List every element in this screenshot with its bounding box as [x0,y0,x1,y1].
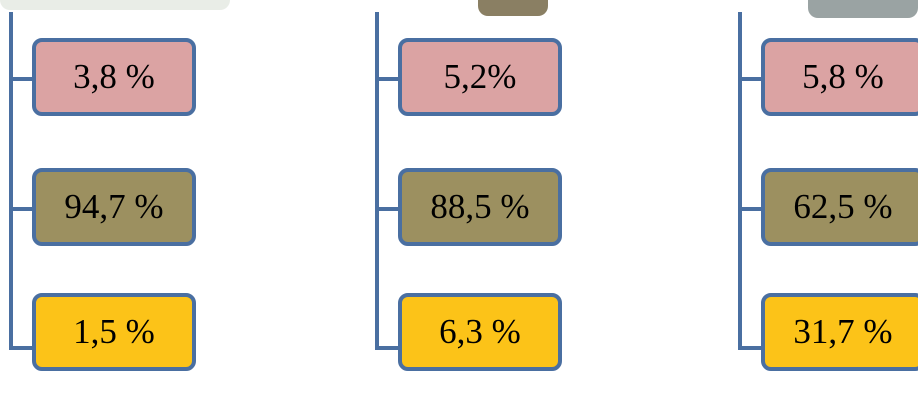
value-box-row3: 31,7 % [761,293,918,371]
connector-branch [738,207,768,211]
connector-branch [738,77,768,81]
value-box-row1: 5,2% [398,38,562,116]
value-box-row1: 3,8 % [32,38,196,116]
value-box-row3: 1,5 % [32,293,196,371]
hierarchy-tree-3: 5,8 % 62,5 % 31,7 % [729,0,918,394]
value-box-row2: 94,7 % [32,168,196,246]
value-box-row1: 5,8 % [761,38,918,116]
image-fragment [0,0,230,10]
connector-trunk [738,12,742,350]
connector-branch [375,77,405,81]
connector-branch [738,346,768,350]
connector-branch [375,346,405,350]
connector-trunk [9,12,13,350]
connector-branch [9,207,39,211]
value-box-row3: 6,3 % [398,293,562,371]
hierarchy-tree-1: 3,8 % 94,7 % 1,5 % [0,0,210,394]
image-fragment [808,0,918,18]
connector-branch [375,207,405,211]
connector-trunk [375,12,379,350]
connector-branch [9,346,39,350]
connector-branch [9,77,39,81]
hierarchy-tree-2: 5,2% 88,5 % 6,3 % [366,0,576,394]
value-box-row2: 88,5 % [398,168,562,246]
image-fragment [478,0,548,16]
value-box-row2: 62,5 % [761,168,918,246]
